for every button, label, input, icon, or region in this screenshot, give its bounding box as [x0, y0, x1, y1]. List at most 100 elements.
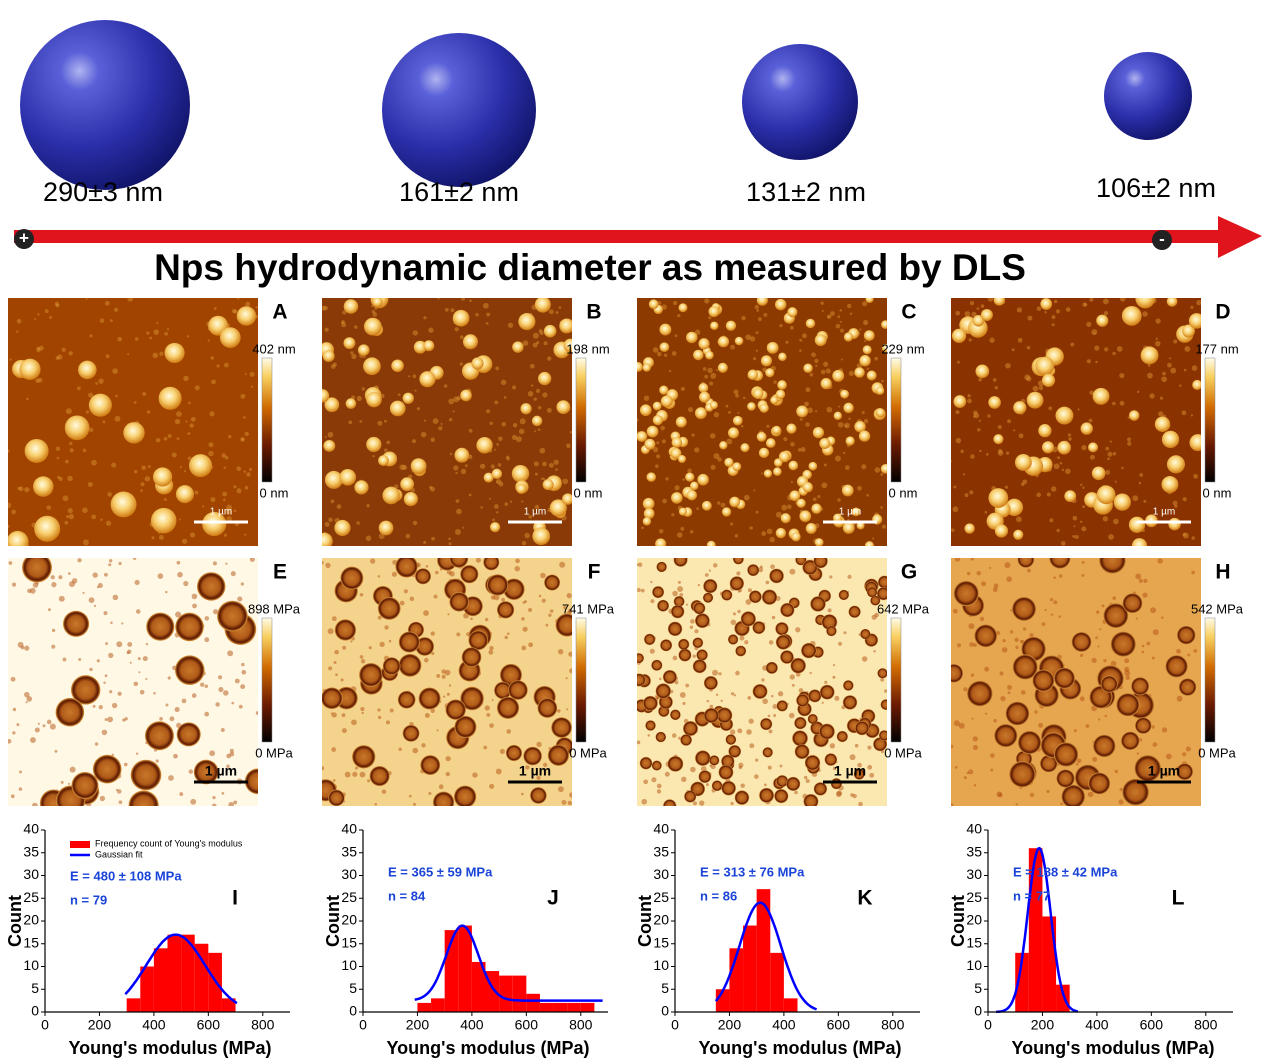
texture [821, 482, 827, 488]
texture [847, 575, 851, 579]
texture [659, 678, 662, 681]
particle [1168, 518, 1181, 531]
bar [168, 935, 182, 1012]
texture [1090, 455, 1095, 460]
particle [556, 400, 570, 414]
texture [533, 343, 538, 348]
texture [771, 695, 773, 697]
particle [735, 337, 744, 346]
texture [539, 448, 545, 454]
texture [650, 599, 654, 603]
texture [848, 418, 850, 420]
y-tick-label: 0 [31, 1003, 39, 1019]
texture [423, 316, 426, 319]
particle [1177, 626, 1196, 645]
particle [400, 477, 414, 491]
texture [494, 504, 499, 509]
legend-label: Gaussian fit [95, 849, 143, 859]
particle [189, 454, 212, 477]
texture [11, 677, 16, 682]
texture [506, 456, 510, 460]
texture [974, 784, 976, 786]
particle [335, 619, 356, 640]
texture [190, 532, 195, 537]
texture [447, 693, 450, 696]
texture [495, 366, 499, 370]
texture [554, 460, 559, 465]
y-tick-label: 30 [653, 866, 669, 882]
texture [1113, 452, 1116, 455]
texture [241, 582, 244, 585]
texture [348, 420, 352, 424]
texture [491, 464, 495, 468]
texture [384, 448, 387, 451]
colorbar-min: 0 MPa [1198, 745, 1236, 760]
texture [332, 616, 337, 621]
texture [151, 536, 154, 539]
particle [1096, 315, 1108, 327]
y-tick-label: 20 [653, 912, 669, 928]
texture [997, 791, 1002, 796]
texture [332, 712, 337, 717]
texture [124, 763, 128, 767]
texture [49, 316, 52, 319]
texture [461, 469, 466, 474]
texture [677, 532, 683, 538]
particle [702, 501, 712, 511]
texture [449, 684, 451, 686]
texture [1137, 391, 1139, 393]
particle [543, 479, 554, 490]
texture [733, 612, 736, 615]
particle [993, 434, 1003, 444]
texture [1074, 729, 1077, 732]
texture [716, 694, 718, 696]
texture [35, 727, 40, 732]
particle [460, 565, 478, 583]
particle [670, 709, 681, 720]
texture [1098, 645, 1100, 647]
texture [758, 317, 762, 321]
texture [677, 586, 683, 592]
particle [695, 407, 707, 419]
bar [127, 998, 141, 1012]
particle [760, 718, 772, 730]
texture [1046, 790, 1049, 793]
texture [731, 692, 734, 695]
texture [1053, 600, 1057, 604]
y-tick-label: 20 [23, 912, 39, 928]
texture [1167, 363, 1172, 368]
texture [143, 656, 148, 661]
texture [792, 684, 795, 687]
texture [168, 676, 171, 679]
texture [643, 779, 648, 784]
texture [832, 676, 835, 679]
legend-label: Frequency count of Young's modulus [95, 838, 243, 848]
texture [1143, 500, 1146, 503]
texture [158, 573, 164, 579]
texture [802, 333, 807, 338]
particle [399, 654, 422, 677]
texture [444, 384, 448, 388]
texture [164, 332, 168, 336]
bar [417, 1003, 431, 1012]
colorbar-max: 402 nm [252, 341, 295, 356]
particle [644, 634, 655, 645]
texture [850, 313, 852, 315]
texture [136, 752, 138, 754]
texture [1124, 658, 1129, 663]
particle [759, 448, 769, 458]
texture [141, 482, 145, 486]
particle [761, 355, 772, 366]
texture [1153, 742, 1158, 747]
texture [1088, 792, 1093, 797]
texture [845, 425, 848, 428]
particle [89, 394, 112, 417]
texture [498, 437, 503, 442]
texture [753, 357, 756, 360]
texture [779, 765, 782, 768]
particle [653, 415, 663, 425]
texture [862, 301, 867, 306]
particle [390, 401, 406, 417]
particle [735, 790, 749, 804]
texture [504, 396, 507, 399]
